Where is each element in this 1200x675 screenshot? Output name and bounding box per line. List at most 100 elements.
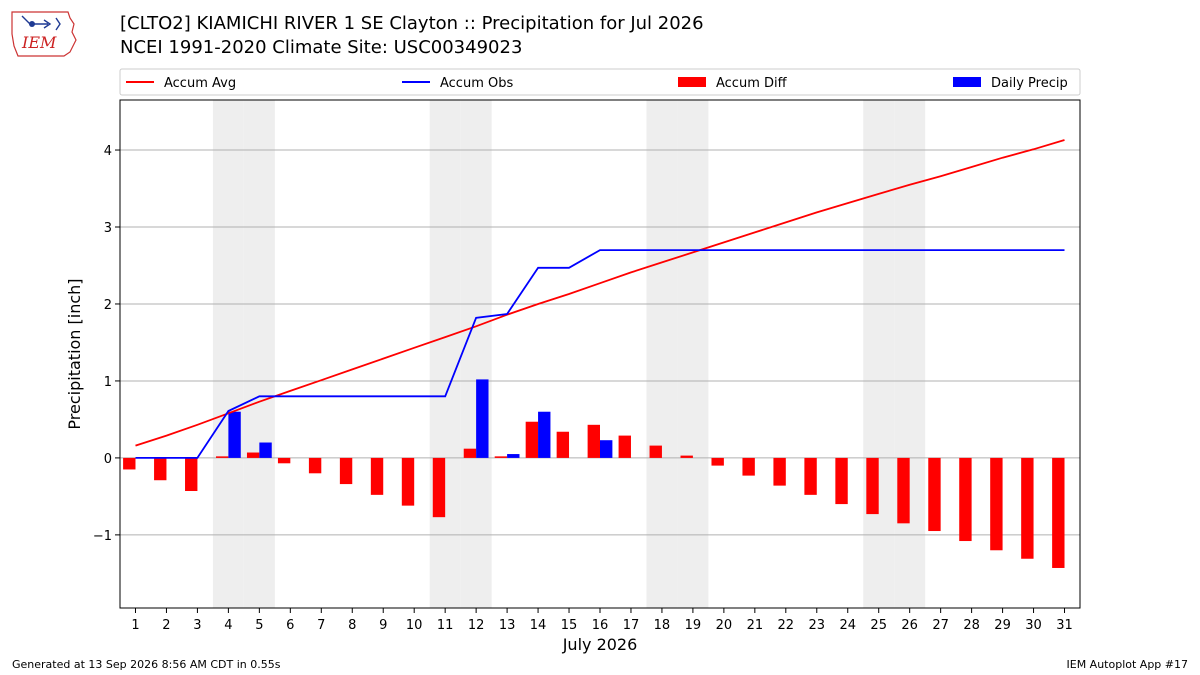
daily-precip-bar <box>600 440 613 458</box>
accum-diff-bar <box>1021 457 1034 559</box>
x-tick-label: 17 <box>623 618 640 633</box>
accum-diff-bar <box>928 457 941 532</box>
x-tick-label: 10 <box>406 618 423 633</box>
weekend-shading <box>212 100 926 608</box>
accum-diff-bar <box>401 457 415 506</box>
accum-diff-bar <box>649 445 662 458</box>
x-tick-label: 18 <box>654 618 671 633</box>
iem-logo: IEM <box>11 11 77 57</box>
logo-text: IEM <box>21 33 57 52</box>
x-tick-label: 20 <box>716 618 733 633</box>
x-tick-label: 3 <box>193 618 201 633</box>
y-tick-label: 4 <box>104 144 112 159</box>
x-tick-label: 2 <box>162 618 170 633</box>
x-tick-label: 30 <box>1025 618 1042 633</box>
x-tick-label: 1 <box>131 618 139 633</box>
x-tick-label: 21 <box>747 618 764 633</box>
accum-diff-bar <box>246 452 260 458</box>
legend-bar-swatch <box>953 77 981 87</box>
accum-diff-bar <box>959 457 972 542</box>
weekend-shade <box>429 100 461 608</box>
x-tick-label: 6 <box>286 618 294 633</box>
y-tick-label: 3 <box>104 221 112 236</box>
accum-diff-bar <box>154 457 167 481</box>
daily-precip-bar <box>507 454 520 458</box>
legend: Accum Avg Accum Obs Accum Diff Daily Precip <box>119 68 1081 96</box>
legend-label: Daily Precip <box>991 76 1068 91</box>
weekend-shade <box>460 100 492 608</box>
accum-obs-line <box>135 249 1065 459</box>
chart-title: [CLTO2] KIAMICHI RIVER 1 SE Clayton :: P… <box>120 13 704 34</box>
accum-diff-bar <box>494 456 508 458</box>
y-tick-label: 0 <box>104 452 112 467</box>
weekend-shade <box>677 100 709 608</box>
accum-diff-bar <box>123 457 136 470</box>
x-tick-label: 5 <box>255 618 263 633</box>
y-axis-label: Precipitation [inch] <box>65 278 84 429</box>
accum-diff-bar <box>618 435 631 458</box>
weekend-shade <box>894 100 926 608</box>
x-axis: 1 2 3 4 5 6 7 8 9 10 11 12 13 14 15 16 17 18 19 20 21 22 23 24 2… <box>131 608 1073 633</box>
y-tick-label: −1 <box>93 529 112 544</box>
state-outline <box>11 11 77 57</box>
x-tick-label: 12 <box>468 618 485 633</box>
accum-diff-bar <box>773 457 786 486</box>
weekend-shade <box>863 100 895 608</box>
x-tick-label: 24 <box>839 618 856 633</box>
x-tick-label: 27 <box>932 618 949 633</box>
x-tick-label: 31 <box>1056 618 1073 633</box>
x-tick-label: 22 <box>778 618 795 633</box>
x-tick-label: 23 <box>809 618 826 633</box>
weekend-shade <box>212 100 244 608</box>
legend-label: Accum Obs <box>440 76 513 91</box>
accum-diff-bar <box>742 457 755 476</box>
footer-app: IEM Autoplot App #17 <box>1066 658 1189 671</box>
accum-diff-bar <box>370 457 384 495</box>
y-axis: −1 0 1 2 3 4 <box>93 144 120 544</box>
x-tick-label: 11 <box>437 618 454 633</box>
accum-diff-bar <box>339 457 353 485</box>
lines-layer <box>135 139 1065 459</box>
accum-diff-bar <box>463 448 477 458</box>
daily-precip-bar <box>476 379 489 458</box>
x-tick-label: 26 <box>901 618 918 633</box>
footer-generated: Generated at 13 Sep 2026 8:56 AM CDT in … <box>12 658 281 671</box>
accum-diff-bar <box>587 424 600 458</box>
legend-label: Accum Avg <box>164 76 236 91</box>
legend-frame <box>119 68 1081 96</box>
x-tick-label: 16 <box>592 618 609 633</box>
accum-diff-bar <box>185 457 198 492</box>
daily-precip-bar <box>538 411 551 458</box>
accum-diff-bar <box>804 457 817 495</box>
x-tick-label: 15 <box>561 618 578 633</box>
bars-layer <box>123 379 1065 568</box>
daily-precip-bar <box>259 442 272 458</box>
legend-label: Accum Diff <box>716 76 788 91</box>
x-tick-label: 13 <box>499 618 516 633</box>
x-tick-label: 25 <box>870 618 887 633</box>
accum-diff-bar <box>1052 457 1065 568</box>
x-tick-label: 29 <box>994 618 1011 633</box>
x-tick-label: 4 <box>224 618 232 633</box>
accum-diff-bar <box>866 457 879 515</box>
x-tick-label: 19 <box>685 618 702 633</box>
accum-diff-bar <box>277 457 291 464</box>
x-tick-label: 28 <box>963 618 980 633</box>
accum-diff-bar <box>432 457 446 518</box>
accum-avg-line <box>135 139 1065 447</box>
x-tick-label: 8 <box>348 618 356 633</box>
y-tick-label: 2 <box>104 298 112 313</box>
accum-diff-bar <box>216 456 229 458</box>
legend-bar-swatch <box>678 77 706 87</box>
x-tick-label: 14 <box>530 618 547 633</box>
accum-diff-bar <box>711 457 724 466</box>
x-axis-label: July 2026 <box>562 635 638 654</box>
chart-subtitle: NCEI 1991-2020 Climate Site: USC00349023 <box>120 37 523 58</box>
daily-precip-bar <box>228 411 241 458</box>
x-tick-label: 7 <box>317 618 325 633</box>
weekend-shade <box>243 100 275 608</box>
accum-diff-bar <box>680 455 693 458</box>
accum-diff-bar <box>897 457 910 524</box>
weekend-shade <box>646 100 678 608</box>
